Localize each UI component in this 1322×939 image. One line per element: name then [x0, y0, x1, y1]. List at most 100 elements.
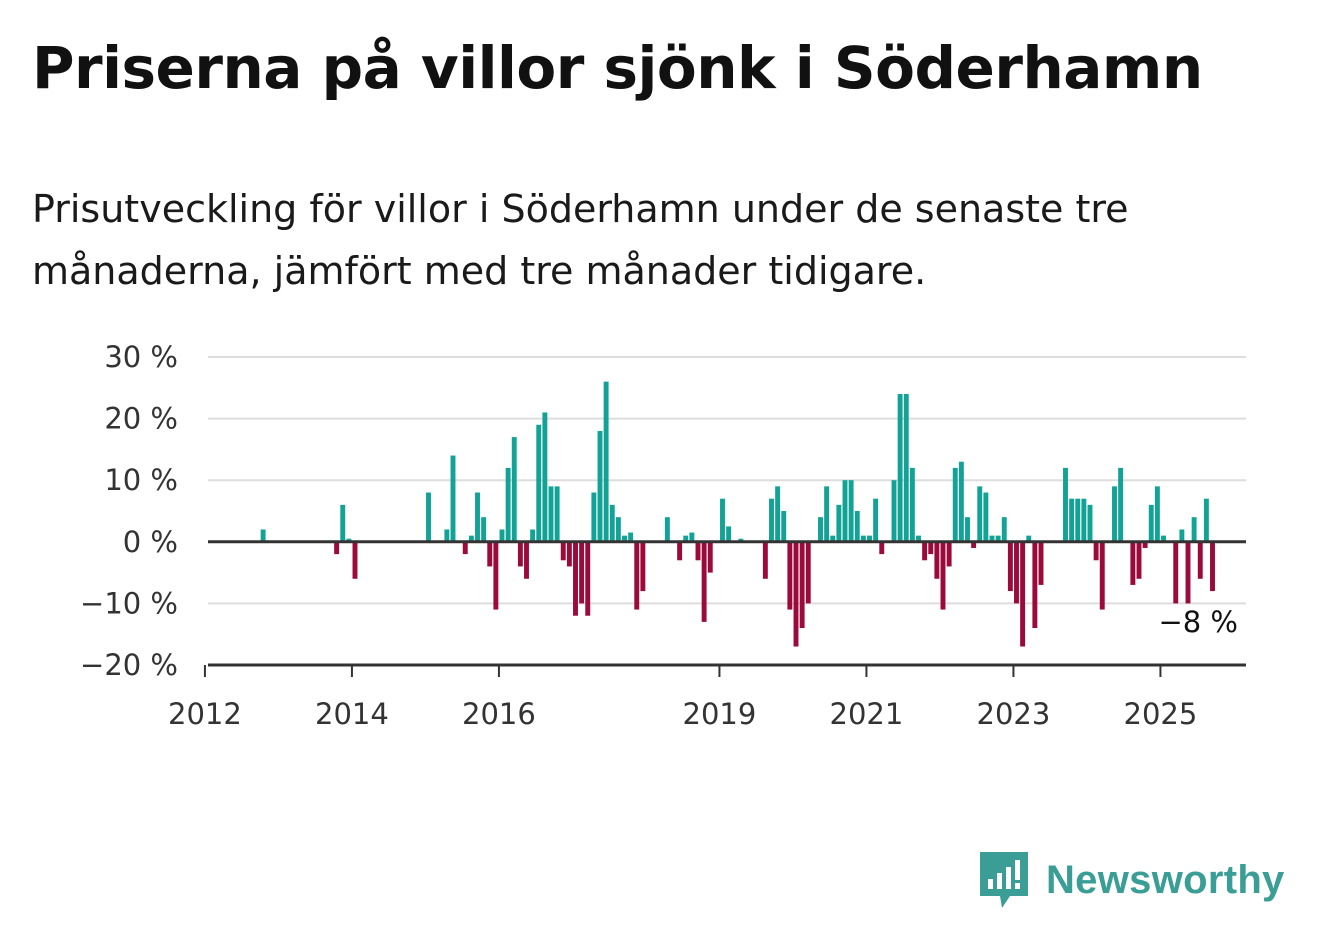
bar [775, 486, 781, 542]
bar [689, 532, 695, 542]
bar [1185, 541, 1191, 604]
bar [934, 541, 940, 579]
bar [517, 541, 523, 567]
bar [860, 535, 866, 542]
bar [1210, 541, 1215, 592]
bar [830, 535, 836, 542]
bar [879, 541, 885, 555]
bar [1069, 498, 1075, 542]
brand-name: Newsworthy [1046, 857, 1285, 902]
bar [426, 492, 431, 542]
bar [609, 504, 615, 542]
bar [971, 541, 977, 548]
bar [554, 486, 560, 542]
bar [677, 541, 683, 561]
bar [640, 541, 646, 592]
bar [1075, 498, 1081, 542]
x-tick-label: 2021 [830, 697, 904, 731]
bar [891, 480, 897, 542]
newsworthy-logo-icon [980, 852, 1028, 908]
bar [475, 492, 480, 542]
latest-value-label: −8 % [1158, 605, 1238, 639]
chart-subtitle: Prisutveckling för villor i Söderhamn un… [32, 187, 1129, 293]
bar [1007, 541, 1013, 592]
bar [340, 504, 346, 542]
axes [203, 540, 1246, 677]
bar [1093, 541, 1099, 561]
bar [1014, 541, 1019, 604]
y-tick-label: 10 % [104, 463, 178, 497]
x-tick-label: 2025 [1124, 697, 1198, 731]
bar [1038, 541, 1044, 585]
bar [738, 538, 744, 542]
bar [873, 498, 879, 542]
bar [787, 541, 793, 610]
bar [573, 541, 578, 616]
bar [664, 517, 670, 542]
bar [585, 541, 591, 616]
bar [1191, 517, 1197, 542]
bar [683, 535, 689, 542]
x-tick-label: 2016 [462, 697, 536, 731]
bar [720, 498, 725, 542]
bar [989, 535, 995, 542]
bar [1203, 498, 1209, 542]
bar [1118, 467, 1124, 542]
bar [946, 541, 952, 567]
y-tick-label: 0 % [123, 525, 178, 559]
bar [530, 529, 536, 542]
bar [781, 511, 787, 542]
bar [615, 517, 621, 542]
bar [824, 486, 830, 542]
bar [958, 461, 964, 542]
bar [499, 529, 505, 542]
bar [769, 498, 774, 542]
bar [695, 541, 701, 561]
bar [450, 455, 456, 542]
tick-labels: 30 % 20 % 10 % 0 % −10 % −20 % 2012 2014 2016 201… [80, 340, 1238, 731]
bar [1099, 541, 1105, 610]
bar [591, 492, 597, 542]
bar [854, 511, 860, 542]
bar [1142, 541, 1148, 548]
bar [579, 541, 585, 604]
bar-chart: 30 % 20 % 10 % 0 % −10 % −20 % 2012 2014 2016 201… [80, 340, 1246, 731]
bar [1081, 498, 1087, 542]
chart-title: Priserna på villor sjönk i Söderhamn [32, 34, 1203, 102]
bar [524, 541, 529, 579]
bar [1026, 535, 1032, 542]
bar [818, 517, 823, 542]
bar [793, 541, 799, 647]
bar [462, 541, 468, 555]
bar [548, 486, 554, 542]
bars [260, 381, 1215, 647]
bar [1032, 541, 1038, 629]
bar [505, 467, 511, 542]
bar [909, 467, 915, 542]
bar [952, 467, 958, 542]
bar [1179, 529, 1185, 542]
x-tick-label: 2023 [977, 697, 1051, 731]
bar [928, 541, 934, 555]
bar [603, 381, 609, 542]
bar [536, 424, 542, 542]
bar [983, 492, 989, 542]
bar [799, 541, 805, 629]
gridlines [208, 356, 1246, 605]
bar [481, 517, 487, 542]
bar [1161, 535, 1166, 542]
y-tick-label: −10 % [80, 586, 178, 620]
x-tick-label: 2019 [683, 697, 757, 731]
bar [444, 529, 450, 542]
bar [762, 541, 768, 579]
bar [897, 393, 903, 542]
bar [922, 541, 928, 561]
bar [493, 541, 499, 610]
bar [1173, 541, 1179, 604]
bar [940, 541, 946, 610]
bar [566, 541, 572, 567]
bar [1087, 504, 1093, 542]
bar [560, 541, 566, 561]
bar [352, 541, 358, 579]
bar [1130, 541, 1136, 585]
